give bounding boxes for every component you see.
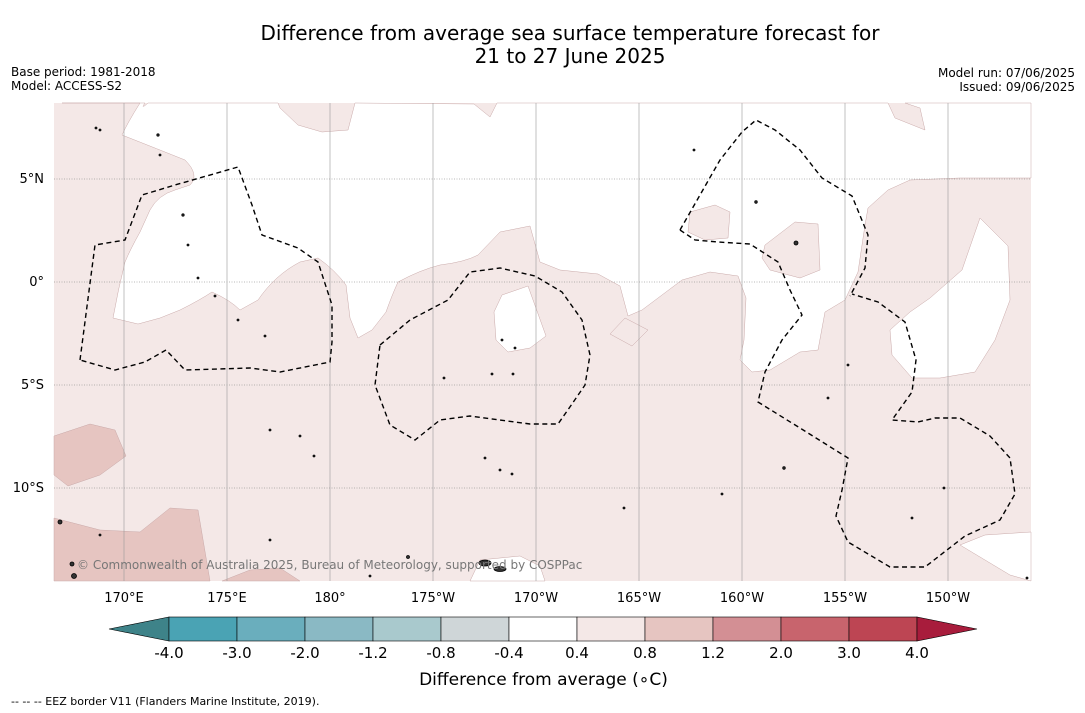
colorbar-segment bbox=[372, 616, 442, 642]
model-name: Model: ACCESS-S2 bbox=[11, 79, 123, 93]
colorbar: -4.0 -3.0 -2.0 -1.2 -0.8 -0.4 0.4 0.8 1.2 2.0 3.0 4… bbox=[108, 616, 978, 662]
colorbar-segment bbox=[304, 616, 374, 642]
colorbar-segment bbox=[508, 616, 578, 642]
colorbar-segment bbox=[168, 616, 238, 642]
lon-label-155w: 155°W bbox=[823, 591, 867, 606]
colorbar-tick-label: 4.0 bbox=[905, 644, 929, 662]
colorbar-tick-label: -1.2 bbox=[358, 644, 387, 662]
lon-label-170e: 170°E bbox=[104, 591, 144, 606]
longitude-labels: 170°E 175°E 180° 175°W 170°W 165°W 160°W… bbox=[104, 591, 970, 606]
lon-label-160w: 160°W bbox=[720, 591, 764, 606]
colorbar-segment bbox=[848, 616, 918, 642]
eez-borders bbox=[79, 119, 1016, 568]
eez-footnote: -- -- -- EEZ border V11 (Flanders Marine… bbox=[11, 695, 320, 708]
latitude-labels: 5°N 0° 5°S 10°S bbox=[13, 172, 44, 496]
warm-region-south-small bbox=[221, 567, 301, 582]
colorbar-label: Difference from average (∘C) bbox=[419, 670, 668, 690]
white-region-northwest bbox=[62, 102, 1032, 373]
colorbar-segment bbox=[780, 616, 850, 642]
lat-label-5n: 5°N bbox=[20, 172, 45, 187]
eez-border-mid bbox=[679, 229, 1016, 568]
eez-border-central bbox=[374, 267, 591, 441]
model-run: Model run: 07/06/2025 bbox=[937, 66, 1075, 80]
white-region-central-pocket bbox=[493, 285, 547, 353]
anomaly-patch-1 bbox=[687, 204, 731, 241]
colorbar-tick-label: 0.8 bbox=[633, 644, 657, 662]
lon-label-150w: 150°W bbox=[926, 591, 970, 606]
white-region-southeast bbox=[959, 531, 1032, 582]
title-line-2: 21 to 27 June 2025 bbox=[474, 44, 666, 68]
colorbar-segment bbox=[576, 616, 646, 642]
colorbar-segment bbox=[440, 616, 510, 642]
lon-label-170w: 170°W bbox=[514, 591, 558, 606]
colorbar-over-triangle bbox=[916, 616, 978, 642]
colorbar-tick-label: 1.2 bbox=[701, 644, 725, 662]
lon-label-175e: 175°E bbox=[207, 591, 247, 606]
warm-region-southwest bbox=[53, 507, 211, 582]
colorbar-tick-label: -3.0 bbox=[222, 644, 251, 662]
lon-label-165w: 165°W bbox=[617, 591, 661, 606]
lat-label-5s: 5°S bbox=[21, 378, 44, 393]
eez-border-west bbox=[79, 166, 333, 373]
colorbar-tick-label: 0.4 bbox=[565, 644, 589, 662]
colorbar-under-triangle bbox=[108, 616, 170, 642]
warm-region-west bbox=[53, 423, 127, 487]
left-metadata: Base period: 1981-2018 Model: ACCESS-S2 bbox=[11, 65, 156, 93]
base-period: Base period: 1981-2018 bbox=[11, 65, 156, 79]
meridians bbox=[123, 103, 949, 581]
lat-label-0: 0° bbox=[29, 275, 44, 290]
colorbar-tick-label: 2.0 bbox=[769, 644, 793, 662]
title-line-1: Difference from average sea surface temp… bbox=[260, 21, 880, 45]
colorbar-segment bbox=[236, 616, 306, 642]
colorbar-tick-label: 3.0 bbox=[837, 644, 861, 662]
map-field bbox=[53, 102, 1032, 582]
lat-label-10s: 10°S bbox=[13, 481, 44, 496]
anomaly-patch-2 bbox=[761, 221, 821, 279]
lon-label-180: 180° bbox=[314, 591, 345, 606]
eez-border-north bbox=[679, 119, 869, 297]
colorbar-tick-label: -4.0 bbox=[154, 644, 183, 662]
white-region-east-pocket bbox=[889, 217, 1011, 379]
copyright-notice: © Commonwealth of Australia 2025, Bureau… bbox=[77, 558, 583, 572]
colorbar-segment bbox=[712, 616, 782, 642]
colorbar-segment bbox=[644, 616, 714, 642]
map-title: Difference from average sea surface temp… bbox=[0, 22, 1085, 68]
right-metadata: Model run: 07/06/2025 Issued: 09/06/2025 bbox=[938, 66, 1075, 94]
issued-date: Issued: 09/06/2025 bbox=[959, 80, 1075, 94]
anomaly-patch-3 bbox=[609, 317, 649, 347]
colorbar-tick-label: -0.8 bbox=[426, 644, 455, 662]
islands bbox=[57, 126, 1029, 580]
colorbar-tick-label: -0.4 bbox=[494, 644, 523, 662]
lon-label-175w: 175°W bbox=[411, 591, 455, 606]
graticule bbox=[54, 178, 1031, 489]
colorbar-tick-label: -2.0 bbox=[290, 644, 319, 662]
